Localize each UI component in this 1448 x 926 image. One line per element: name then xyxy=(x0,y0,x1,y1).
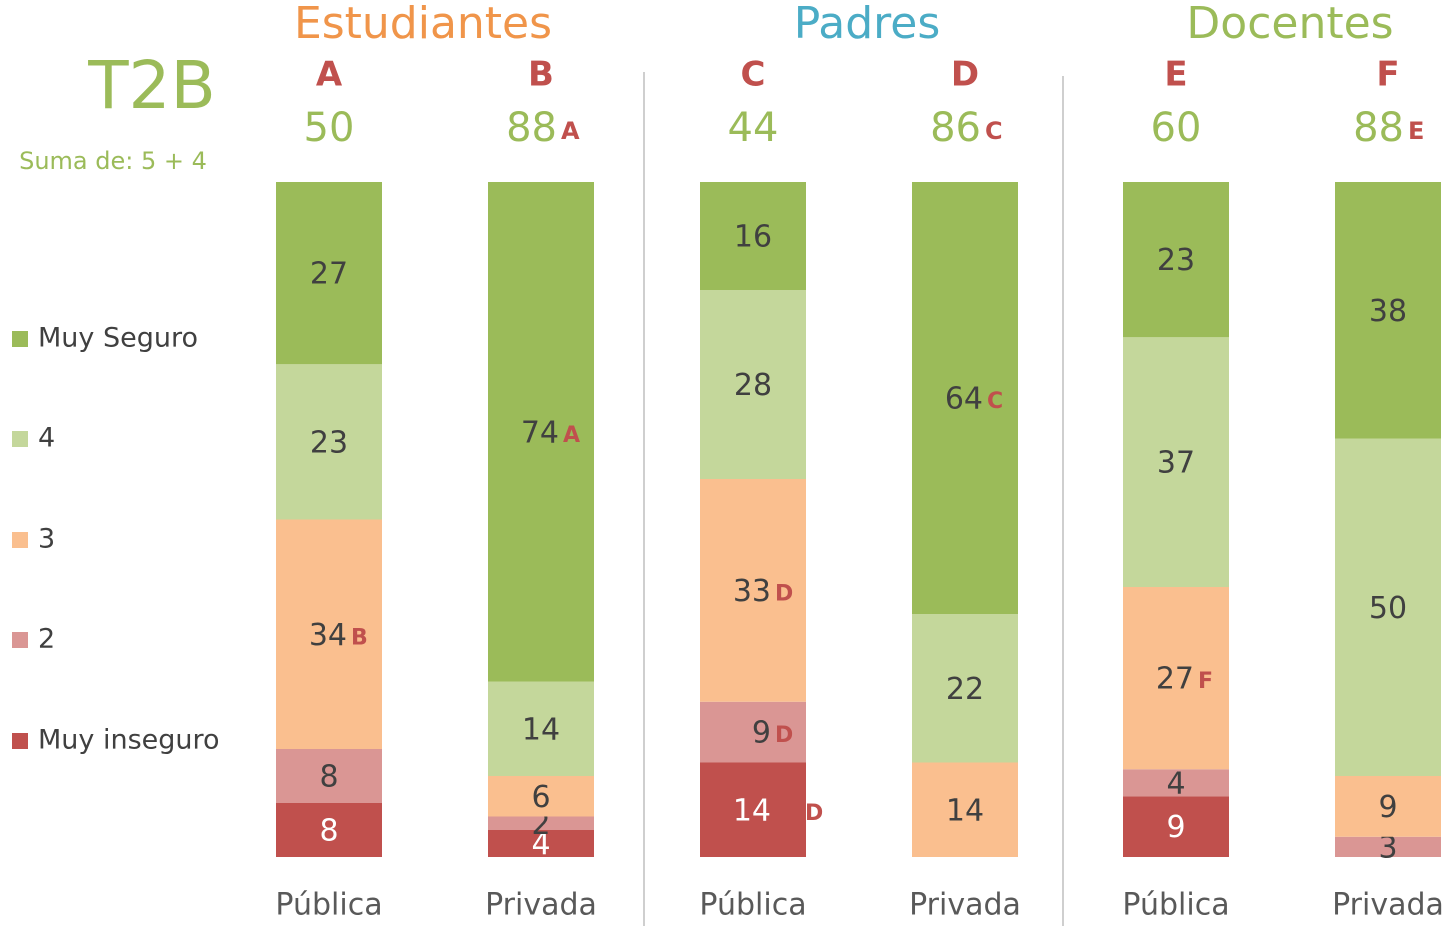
significance-label: D xyxy=(775,723,793,748)
x-tick-label: Privada xyxy=(909,888,1021,923)
t2b-value: 50 xyxy=(304,105,355,151)
bar-segment xyxy=(488,182,594,682)
value-label: 50 xyxy=(1369,591,1407,626)
bar-segment xyxy=(488,830,594,857)
value-label: 28 xyxy=(734,368,772,403)
value-label: 9 xyxy=(1378,790,1397,825)
legend-label: 4 xyxy=(38,423,55,454)
t2b-significance: C xyxy=(985,117,1003,145)
bar-segment xyxy=(912,762,1018,857)
bar-segment xyxy=(488,776,594,817)
value-label: 3 xyxy=(1378,830,1397,865)
significance-label: D xyxy=(805,801,823,826)
bar-segment xyxy=(276,519,382,749)
value-label: 33 xyxy=(733,574,771,609)
t2b-value: 88 xyxy=(506,105,557,151)
significance-label: D xyxy=(775,581,793,606)
bar-segment xyxy=(276,364,382,520)
legend-label: Muy inseguro xyxy=(38,725,220,756)
t2b-significance: A xyxy=(561,117,580,145)
bar-segment xyxy=(1123,769,1229,797)
t2b-value: 86 xyxy=(930,105,981,151)
bar-segment xyxy=(1335,776,1441,837)
significance-label: B xyxy=(351,625,368,650)
bar-segment xyxy=(700,479,806,702)
legend-label: 2 xyxy=(38,624,55,655)
bar-segment xyxy=(700,701,806,763)
chart-title: T2B xyxy=(87,47,216,124)
value-label: 37 xyxy=(1157,446,1195,481)
bar-letter: B xyxy=(528,55,554,95)
value-label: 27 xyxy=(1156,662,1194,697)
bar-segment xyxy=(1335,182,1441,439)
bar-segment xyxy=(276,803,382,857)
value-label: 8 xyxy=(319,814,338,849)
legend-swatch xyxy=(12,532,28,548)
value-label: 23 xyxy=(310,425,348,460)
value-label: 4 xyxy=(531,827,550,862)
significance-label: F xyxy=(1198,669,1213,694)
bar-segment xyxy=(276,182,382,365)
bar-segment xyxy=(700,182,806,290)
bar-segment xyxy=(1335,836,1441,857)
group-title: Estudiantes xyxy=(294,0,552,49)
bar-segment xyxy=(1335,438,1441,776)
bar-letter: C xyxy=(741,55,766,95)
bar-segment xyxy=(1123,337,1229,587)
x-tick-label: Pública xyxy=(699,888,806,923)
bar-segment xyxy=(912,614,1018,763)
bar-segment xyxy=(276,749,382,803)
legend-swatch xyxy=(12,431,28,447)
value-label: 23 xyxy=(1157,243,1195,278)
value-label: 9 xyxy=(752,716,771,751)
value-label: 38 xyxy=(1369,294,1407,329)
value-label: 6 xyxy=(531,780,550,815)
bar-segment xyxy=(700,762,806,857)
significance-label: C xyxy=(987,389,1003,414)
bar-segment xyxy=(912,182,1018,614)
value-label: 9 xyxy=(1166,810,1185,845)
x-tick-label: Privada xyxy=(1332,888,1444,923)
group-title: Docentes xyxy=(1186,0,1393,49)
x-tick-label: Pública xyxy=(1122,888,1229,923)
x-tick-label: Pública xyxy=(275,888,382,923)
value-label: 14 xyxy=(946,793,984,828)
legend-swatch xyxy=(12,632,28,648)
value-label: 74 xyxy=(521,415,559,450)
value-label: 16 xyxy=(734,220,772,255)
legend-label: Muy Seguro xyxy=(38,323,198,354)
bar-letter: E xyxy=(1164,55,1187,95)
bar-letter: F xyxy=(1376,55,1399,95)
value-label: 8 xyxy=(319,760,338,795)
t2b-value: 44 xyxy=(728,105,779,151)
value-label: 27 xyxy=(310,257,348,292)
value-label: 34 xyxy=(309,618,347,653)
chart-subtitle: Suma de: 5 + 4 xyxy=(19,147,207,175)
bar-segment xyxy=(1123,182,1229,338)
legend-swatch xyxy=(12,733,28,749)
x-tick-label: Privada xyxy=(485,888,597,923)
value-label: 4 xyxy=(1166,766,1185,801)
bar-letter: A xyxy=(316,55,343,95)
bar-segment xyxy=(700,290,806,479)
bar-letter: D xyxy=(951,55,979,95)
value-label: 64 xyxy=(945,382,983,417)
significance-label: A xyxy=(563,423,580,448)
value-label: 14 xyxy=(522,712,560,747)
group-title: Padres xyxy=(794,0,941,49)
legend-swatch xyxy=(12,331,28,347)
bar-segment xyxy=(1123,796,1229,857)
bar-segment xyxy=(488,816,594,830)
bar-segment xyxy=(488,681,594,776)
t2b-value: 60 xyxy=(1151,105,1202,151)
value-label: 14 xyxy=(733,793,771,828)
t2b-value: 88 xyxy=(1353,105,1404,151)
t2b-significance: E xyxy=(1408,117,1424,145)
value-label: 22 xyxy=(946,672,984,707)
bar-segment xyxy=(1123,587,1229,770)
legend-label: 3 xyxy=(38,524,55,555)
